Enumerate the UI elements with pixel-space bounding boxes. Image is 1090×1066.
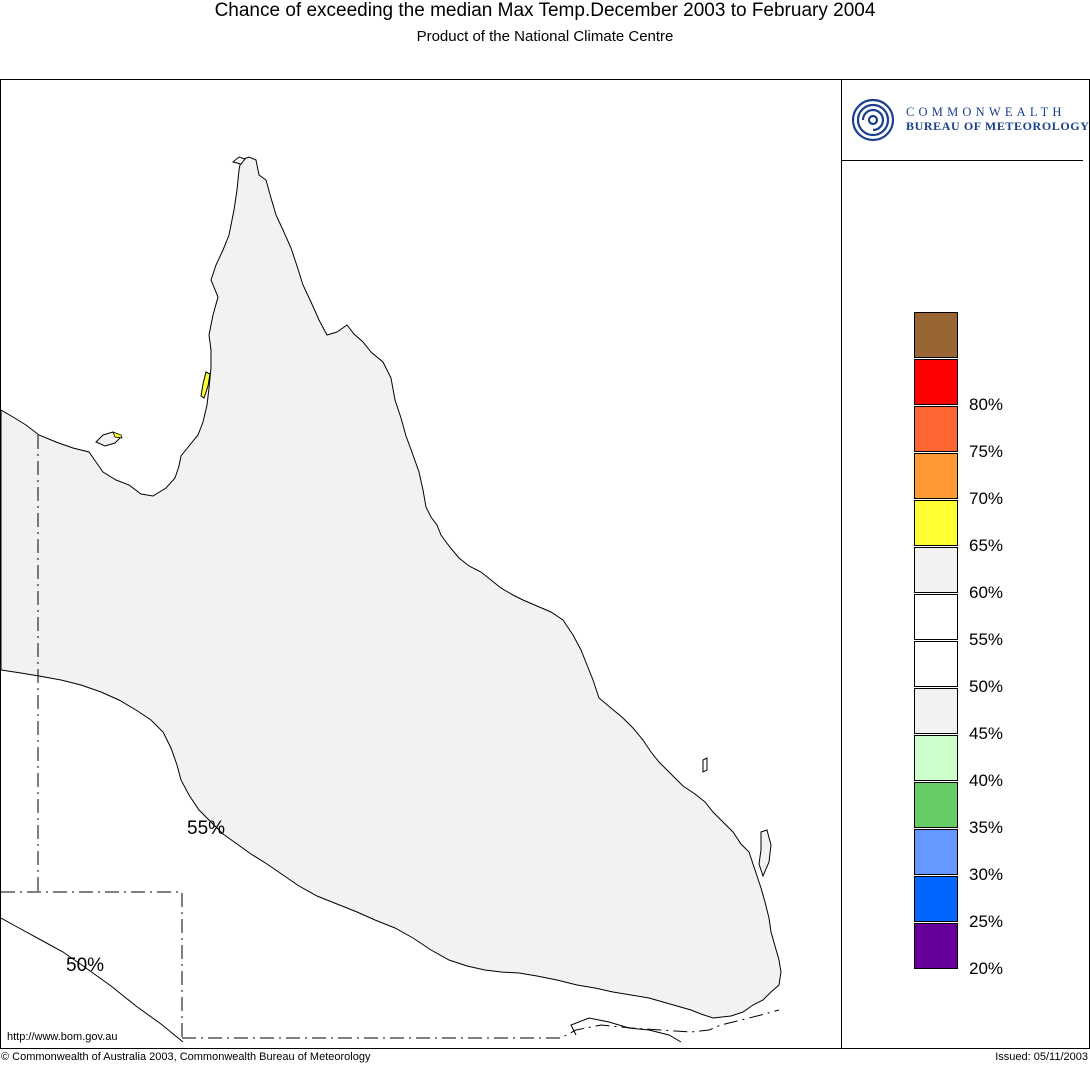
- logo-divider: [842, 160, 1083, 161]
- panel-divider: [841, 79, 842, 1048]
- contour-label-55: 55%: [187, 818, 226, 839]
- legend-label: 80%: [969, 395, 1004, 414]
- state-border-sa-qld: [1, 891, 183, 1038]
- legend-swatch: [914, 406, 958, 452]
- map-title: Chance of exceeding the median Max Temp.…: [214, 0, 876, 21]
- legend-swatch: [914, 312, 958, 358]
- island-north: [231, 156, 246, 165]
- island-east-1: [702, 757, 708, 773]
- legend-swatch: [914, 735, 958, 781]
- land-region-60-65-coast: [200, 371, 211, 399]
- map-subtitle: Product of the National Climate Centre: [416, 28, 674, 45]
- legend-label: 20%: [969, 959, 1004, 978]
- legend-swatch: [914, 923, 958, 969]
- legend-label: 25%: [969, 912, 1004, 931]
- queensland-map: [1, 156, 782, 1043]
- logo-text-commonwealth: COMMONWEALTH: [906, 105, 1066, 119]
- legend-swatch: [914, 876, 958, 922]
- legend-swatch: [914, 829, 958, 875]
- legend-label: 50%: [969, 677, 1004, 696]
- state-border-nsw-qld: [182, 1009, 780, 1039]
- land-region-55-60: [1, 156, 782, 1019]
- contour-label-50: 50%: [66, 955, 105, 976]
- legend-label: 45%: [969, 724, 1004, 743]
- legend-label: 75%: [969, 442, 1004, 461]
- legend-label: 35%: [969, 818, 1004, 837]
- logo-text-bureau: BUREAU OF METEOROLOGY: [906, 119, 1090, 133]
- legend-swatch: [914, 500, 958, 546]
- legend-label: 70%: [969, 489, 1004, 508]
- legend-swatch: [914, 782, 958, 828]
- legend-swatch: [914, 547, 958, 593]
- legend-label: 30%: [969, 865, 1004, 884]
- legend-swatch: [914, 594, 958, 640]
- legend-label: 40%: [969, 771, 1004, 790]
- island-fraser: [758, 829, 772, 878]
- bom-url: http://www.bom.gov.au: [7, 1031, 118, 1043]
- map-panel: [1, 80, 841, 1047]
- issued-date: Issued: 05/11/2003: [995, 1051, 1088, 1063]
- contour-line-50: [1, 917, 184, 1043]
- legend-swatch: [914, 688, 958, 734]
- island-mornington-yellow: [112, 431, 123, 439]
- legend-swatch: [914, 641, 958, 687]
- legend-swatch: [914, 453, 958, 499]
- legend-swatch: [914, 359, 958, 405]
- legend-label: 60%: [969, 583, 1004, 602]
- logo-panel: [842, 80, 1088, 160]
- copyright-text: © Commonwealth of Australia 2003, Common…: [1, 1051, 371, 1063]
- bom-spiral-logo-icon: [851, 98, 895, 142]
- legend-label: 55%: [969, 630, 1004, 649]
- nsw-land-edge: [570, 1017, 682, 1043]
- legend-label: 65%: [969, 536, 1004, 555]
